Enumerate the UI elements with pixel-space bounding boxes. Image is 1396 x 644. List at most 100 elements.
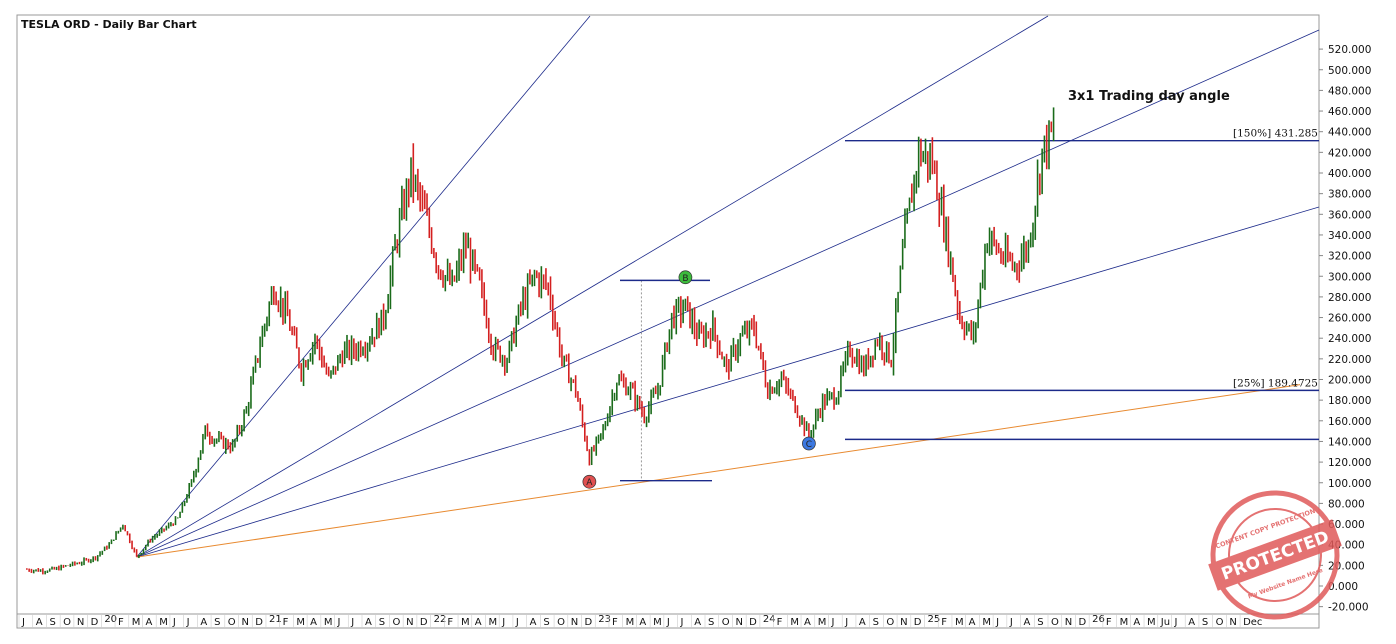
- x-tick-label: O: [63, 617, 71, 628]
- price-bars: [26, 107, 1055, 575]
- x-tick-label: A: [1133, 617, 1140, 628]
- x-tick-label: S: [543, 617, 549, 628]
- x-tick-label: F: [118, 617, 124, 628]
- x-tick-label: A: [639, 617, 646, 628]
- x-tick-label: 25: [928, 614, 941, 625]
- x-tick-label: M: [818, 617, 827, 628]
- y-tick-label: 0.000: [1328, 581, 1358, 593]
- angle-annotation: 3x1 Trading day angle: [1068, 89, 1230, 104]
- x-tick-label: M: [159, 617, 168, 628]
- x-tick-label: J: [172, 617, 176, 628]
- pivot-marker: [582, 474, 597, 489]
- y-tick-label: 360.000: [1328, 209, 1371, 221]
- x-tick-label: F: [283, 617, 289, 628]
- x-tick-label: A: [859, 617, 866, 628]
- x-tick-label: S: [1037, 617, 1043, 628]
- x-tick-label: A: [200, 617, 207, 628]
- y-tick-label: 100.000: [1328, 478, 1371, 490]
- x-tick-label: J: [337, 617, 341, 628]
- x-tick-label: M: [982, 617, 991, 628]
- x-tick-label: A: [475, 617, 482, 628]
- fan-line: [136, 15, 1049, 558]
- x-tick-label: Ju: [1160, 617, 1170, 628]
- x-tick-label: A: [145, 617, 152, 628]
- x-tick-label: F: [612, 617, 618, 628]
- x-tick-label: 22: [434, 614, 447, 625]
- x-tick-label: S: [873, 617, 879, 628]
- y-tick-label: 460.000: [1328, 106, 1371, 118]
- y-tick-label: 220.000: [1328, 354, 1371, 366]
- x-tick-label: S: [379, 617, 385, 628]
- x-tick-label: F: [1106, 617, 1112, 628]
- x-tick-label: Dec: [1243, 617, 1262, 628]
- y-tick-label: 420.000: [1328, 147, 1371, 159]
- x-tick-label: D: [914, 617, 922, 628]
- y-tick-label: 280.000: [1328, 292, 1371, 304]
- x-tick-label: A: [36, 617, 43, 628]
- x-tick-label: S: [708, 617, 714, 628]
- x-tick-label: N: [571, 617, 578, 628]
- x-tick-label: M: [653, 617, 662, 628]
- x-tick-label: J: [680, 617, 684, 628]
- x-tick-label: O: [1051, 617, 1059, 628]
- fan-line: [136, 29, 1320, 558]
- fan-line: [136, 206, 1320, 558]
- x-tick-label: D: [749, 617, 757, 628]
- x-tick-label: J: [1009, 617, 1013, 628]
- x-tick-label: O: [886, 617, 894, 628]
- x-tick-label: A: [804, 617, 811, 628]
- y-tick-label: 400.000: [1328, 168, 1371, 180]
- y-tick-label: 200.000: [1328, 375, 1371, 387]
- x-tick-label: J: [350, 617, 354, 628]
- x-tick-label: S: [214, 617, 220, 628]
- y-tick-label: 240.000: [1328, 333, 1371, 345]
- x-tick-label: O: [722, 617, 730, 628]
- x-tick-label: N: [242, 617, 249, 628]
- y-tick-label: 300.000: [1328, 271, 1371, 283]
- x-tick-label: M: [1120, 617, 1129, 628]
- x-tick-label: N: [1229, 617, 1236, 628]
- y-tick-label: 480.000: [1328, 85, 1371, 97]
- x-tick-label: A: [310, 617, 317, 628]
- pivot-marker: [678, 270, 693, 285]
- y-tick-label: 160.000: [1328, 416, 1371, 428]
- x-tick-label: A: [969, 617, 976, 628]
- x-tick-label: J: [21, 617, 25, 628]
- orange-trend-line: [136, 384, 1301, 558]
- pivot-label: C: [806, 440, 812, 450]
- y-tick-label: 260.000: [1328, 313, 1371, 325]
- y-tick-label: 120.000: [1328, 457, 1371, 469]
- x-tick-label: M: [461, 617, 470, 628]
- y-axis: 520.000 500.000 480.000 460.000 440.000 420.0…: [1319, 44, 1371, 614]
- x-tick-label: F: [447, 617, 453, 628]
- x-tick-label: J: [1173, 617, 1177, 628]
- x-tick-label: N: [406, 617, 413, 628]
- x-tick-label: 21: [269, 614, 282, 625]
- x-tick-label: A: [694, 617, 701, 628]
- level-lines: [150%] 431.285 [25%] 189.4725: [620, 128, 1319, 482]
- x-tick-label: N: [1065, 617, 1072, 628]
- pivot-markers: A B C: [582, 270, 816, 489]
- x-tick-label: J: [186, 617, 190, 628]
- x-tick-label: S: [1202, 617, 1208, 628]
- x-tick-label: D: [255, 617, 263, 628]
- x-tick-label: S: [49, 617, 55, 628]
- level-label: [150%] 431.285: [1233, 128, 1318, 140]
- x-tick-label: O: [1216, 617, 1224, 628]
- y-tick-label: 520.000: [1328, 44, 1371, 56]
- x-tick-label: A: [365, 617, 372, 628]
- x-tick-label: M: [132, 617, 141, 628]
- x-tick-label: 26: [1092, 614, 1105, 625]
- chart-title: TESLA ORD - Daily Bar Chart: [21, 18, 197, 31]
- stamp-band: [1208, 519, 1342, 591]
- x-tick-label: J: [995, 617, 999, 628]
- x-tick-label: J: [501, 617, 505, 628]
- fan-lines: [136, 15, 1320, 558]
- x-tick-label: J: [830, 617, 834, 628]
- x-axis: J A S O N D 20 F M A M J J A S O N D 21 F M A M J J A S O N D 22 F M A M J J…: [18, 614, 1262, 628]
- x-tick-label: N: [900, 617, 907, 628]
- x-tick-label: M: [955, 617, 964, 628]
- x-tick-label: D: [91, 617, 99, 628]
- level-label: [25%] 189.4725: [1233, 377, 1318, 389]
